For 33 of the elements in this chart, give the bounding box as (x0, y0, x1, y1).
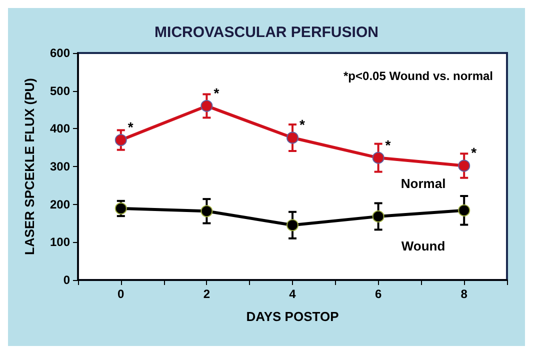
point (114, 134, 127, 146)
point (372, 152, 384, 164)
x-tick-label: 0 (118, 287, 125, 301)
x-tick-label: 4 (289, 287, 296, 301)
x-tick-label: 6 (374, 287, 382, 301)
x-tick-label: 8 (460, 287, 468, 301)
y-tick-label: 0 (63, 273, 70, 287)
point (114, 202, 127, 214)
annotation: *p<0.05 Wound vs. normal (344, 69, 493, 83)
x-tick-label: 2 (203, 287, 210, 301)
point (458, 160, 470, 172)
y-axis-title: LASER SPCEKLE FLUX (PU) (22, 78, 37, 255)
y-tick-label: 600 (50, 46, 70, 60)
y-tick-label: 200 (50, 197, 70, 212)
point (372, 210, 384, 222)
annotation: * (385, 136, 392, 153)
y-tick-label: 400 (50, 122, 70, 136)
series-label: Normal (400, 176, 446, 191)
series-label: Wound (401, 238, 446, 254)
point (200, 100, 213, 112)
point (200, 205, 213, 218)
y-tick-label: 300 (50, 160, 70, 174)
point (286, 132, 298, 144)
y-tick-label: 100 (50, 235, 70, 250)
y-tick-label: 500 (50, 84, 70, 98)
point (286, 219, 298, 232)
annotation: * (300, 116, 306, 133)
chart-title: MICROVASCULAR PERFUSION (154, 24, 378, 41)
point (458, 204, 470, 216)
annotation: * (214, 84, 220, 101)
annotation: * (128, 119, 134, 136)
annotation: * (471, 144, 478, 161)
x-axis-title: DAYS POSTOP (246, 309, 340, 324)
